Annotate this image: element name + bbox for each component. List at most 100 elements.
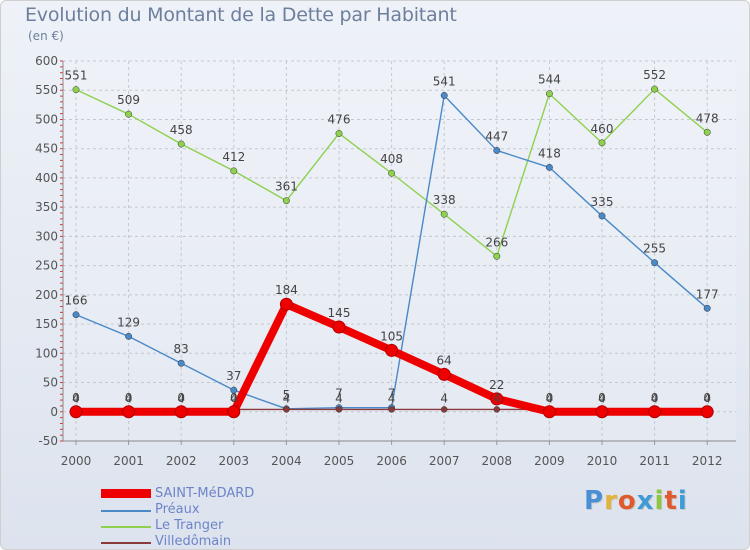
data-point (177, 359, 185, 367)
data-point (545, 90, 553, 98)
data-label: 338 (433, 193, 456, 207)
data-point (490, 392, 504, 406)
data-label: 551 (65, 69, 88, 83)
chart-title: Evolution du Montant de la Dette par Hab… (25, 4, 457, 26)
data-label: 0 (598, 391, 606, 405)
data-point (595, 405, 609, 419)
data-label: 0 (230, 391, 238, 405)
y-tick-label: 250 (35, 259, 58, 273)
data-label: 408 (380, 152, 403, 166)
x-tick-label: 2003 (219, 454, 250, 468)
legend-swatch-preaux (101, 510, 151, 512)
x-tick-label: 2010 (587, 454, 618, 468)
y-tick-label: 300 (35, 229, 58, 243)
data-label: 22 (489, 378, 504, 392)
data-label: 0 (651, 391, 659, 405)
data-point (174, 405, 188, 419)
data-point (335, 406, 343, 413)
data-label: 458 (170, 123, 193, 137)
data-point (493, 406, 501, 413)
x-tick-label: 2012 (692, 454, 723, 468)
data-label: 4 (72, 391, 80, 405)
series-0 (69, 297, 714, 419)
data-point (388, 406, 395, 413)
data-label: 4 (125, 391, 133, 405)
data-point (335, 130, 343, 137)
data-point (651, 259, 659, 267)
data-label: 129 (117, 315, 140, 329)
data-point (388, 169, 396, 177)
legend-swatch-villedomain (101, 542, 151, 544)
legend-swatch-le-tranger (101, 526, 151, 528)
data-point (440, 406, 448, 413)
x-tick-label: 2001 (113, 454, 144, 468)
data-point (230, 386, 238, 394)
data-label: 4 (651, 391, 659, 405)
y-tick-label: 0 (50, 405, 58, 419)
data-label: 447 (485, 129, 508, 143)
proxiti-logo: Proxiti (584, 486, 688, 516)
data-label: 145 (328, 306, 351, 320)
data-point (227, 405, 241, 419)
y-tick-label: -50 (38, 434, 58, 448)
data-label: 361 (275, 180, 298, 194)
chart-subtitle: (en €) (28, 29, 64, 43)
data-point (282, 197, 290, 205)
data-label: 478 (696, 111, 719, 125)
data-point (598, 212, 606, 220)
data-point (598, 139, 606, 147)
data-label: 552 (643, 68, 666, 82)
data-label: 0 (546, 391, 554, 405)
y-tick-label: 350 (35, 200, 58, 214)
data-point (651, 85, 659, 93)
legend-label-saint-medard: SAINT-MéDARD (155, 486, 255, 501)
data-point (125, 332, 133, 340)
data-point (700, 405, 714, 419)
data-label: 184 (275, 283, 298, 297)
data-label: 7 (335, 387, 343, 401)
data-label: 0 (177, 391, 185, 405)
y-tick-label: 100 (35, 346, 58, 360)
data-point (437, 367, 451, 381)
y-tick-label: 200 (35, 288, 58, 302)
data-point (542, 405, 556, 419)
legend-label-villedomain: Villedômain (155, 534, 232, 549)
x-tick-label: 2004 (271, 454, 302, 468)
y-tick-label: 50 (43, 376, 58, 390)
data-label: 166 (65, 294, 88, 308)
data-label: 4 (598, 391, 606, 405)
data-point (72, 311, 80, 319)
x-tick-label: 2007 (429, 454, 460, 468)
data-label: 476 (328, 112, 351, 126)
y-tick-label: 600 (35, 54, 58, 68)
data-label: 83 (174, 342, 189, 356)
data-point (125, 110, 133, 118)
data-point (72, 86, 80, 94)
data-point (440, 210, 448, 218)
x-tick-label: 2011 (639, 454, 670, 468)
data-point (703, 128, 711, 136)
data-point (648, 405, 662, 419)
data-label: 5 (283, 388, 291, 402)
data-point (545, 163, 553, 171)
data-label: 4 (335, 391, 343, 405)
data-point (703, 304, 711, 312)
data-label: 255 (643, 242, 666, 256)
data-label: 509 (117, 93, 140, 107)
data-point (493, 252, 501, 260)
legend-label-preaux: Préaux (155, 502, 200, 517)
x-tick-label: 2005 (324, 454, 355, 468)
legend-swatch-saint-medard (101, 489, 151, 498)
data-label: 460 (591, 122, 614, 136)
data-label: 0 (72, 391, 80, 405)
x-tick-label: 2006 (376, 454, 407, 468)
data-label: 105 (380, 329, 403, 343)
data-point (440, 92, 448, 99)
x-tick-label: 2009 (534, 454, 565, 468)
data-label: 544 (538, 73, 561, 87)
data-label: 0 (703, 391, 711, 405)
data-point (332, 320, 346, 334)
data-label: 266 (485, 235, 508, 249)
